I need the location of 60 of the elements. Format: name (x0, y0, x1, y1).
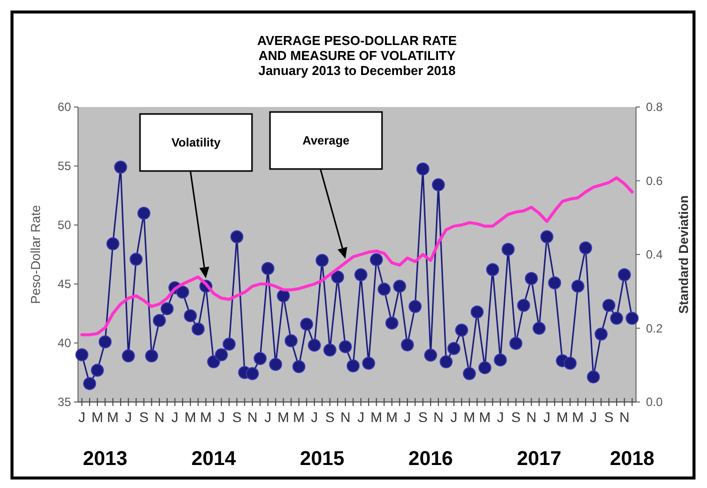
x-tick-label: J (78, 409, 86, 425)
y-tick-label: 60 (58, 100, 72, 114)
x-tick-label: S (325, 409, 335, 425)
x-tick-label: M (107, 409, 119, 425)
x-tick-label: S (418, 409, 428, 425)
x-tick-label: M (556, 409, 568, 425)
text: 2013 (82, 448, 128, 470)
y-tick-label: 40 (58, 336, 72, 350)
y2-axis-title: Standard Deviation (676, 195, 691, 314)
x-tick-label: J (357, 409, 364, 425)
x-tick-label: S (139, 409, 149, 425)
x-tick-label: M (370, 409, 382, 425)
x-tick-label: S (511, 409, 521, 425)
x-tick-label: N (526, 409, 536, 425)
x-tick-label: M (278, 409, 290, 425)
x-tick-label: M (92, 409, 104, 425)
x-tick-label: N (247, 409, 258, 425)
x-tick-label: M (184, 409, 196, 425)
annotation: Average (302, 134, 350, 148)
x-tick-label: S (604, 409, 614, 425)
x-tick-label: J (310, 409, 318, 425)
text: 2014 (191, 448, 237, 470)
y2-tick-label: 0.6 (646, 174, 664, 188)
x-tick-label: M (200, 409, 212, 425)
x-tick-label: J (218, 409, 225, 425)
x-tick-label: N (619, 409, 630, 425)
x-tick-label: J (496, 409, 504, 425)
annotation: Volatility (171, 136, 221, 150)
text: 2018 (610, 448, 654, 470)
x-tick-label: J (450, 409, 458, 425)
x-tick-label: J (404, 409, 411, 425)
x-tick-label: M (572, 409, 584, 425)
y-tick-label: 35 (58, 395, 72, 410)
x-tick-label: S (232, 409, 242, 425)
line-series (80, 176, 634, 336)
chart-subtitle: January 2013 to December 2018 (258, 63, 456, 78)
text: 2015 (300, 448, 344, 470)
x-tick-label: N (154, 409, 164, 425)
x-tick-label: M (293, 409, 305, 425)
x-tick-label: N (340, 409, 350, 425)
x-tick-label: J (124, 409, 132, 425)
y-tick-label: 50 (58, 218, 72, 232)
y-axis-title: Peso-Dollar Rate (28, 205, 43, 304)
x-tick-label: N (433, 409, 444, 425)
chart-title: AVERAGE PESO-DOLLAR RATE AND MEASURE OF VOLATILITY (257, 33, 458, 63)
y-tick-label: 45 (58, 277, 72, 292)
y2-tick-label: 0.8 (646, 100, 664, 114)
y2-tick-label: 0.4 (646, 248, 664, 262)
x-tick-label: J (543, 409, 550, 425)
x-tick-label: M (464, 409, 476, 425)
text: 2016 (408, 448, 453, 470)
x-tick-label: M (479, 409, 491, 425)
x-tick-label: J (171, 409, 178, 425)
text: 2017 (516, 448, 562, 470)
x-tick-label: J (590, 409, 597, 425)
y-tick-label: 55 (58, 159, 72, 174)
x-tick-label: M (386, 409, 398, 425)
y2-tick-label: 0.0 (646, 395, 664, 410)
x-tick-label: J (264, 409, 272, 425)
y2-tick-label: 0.2 (646, 321, 664, 336)
